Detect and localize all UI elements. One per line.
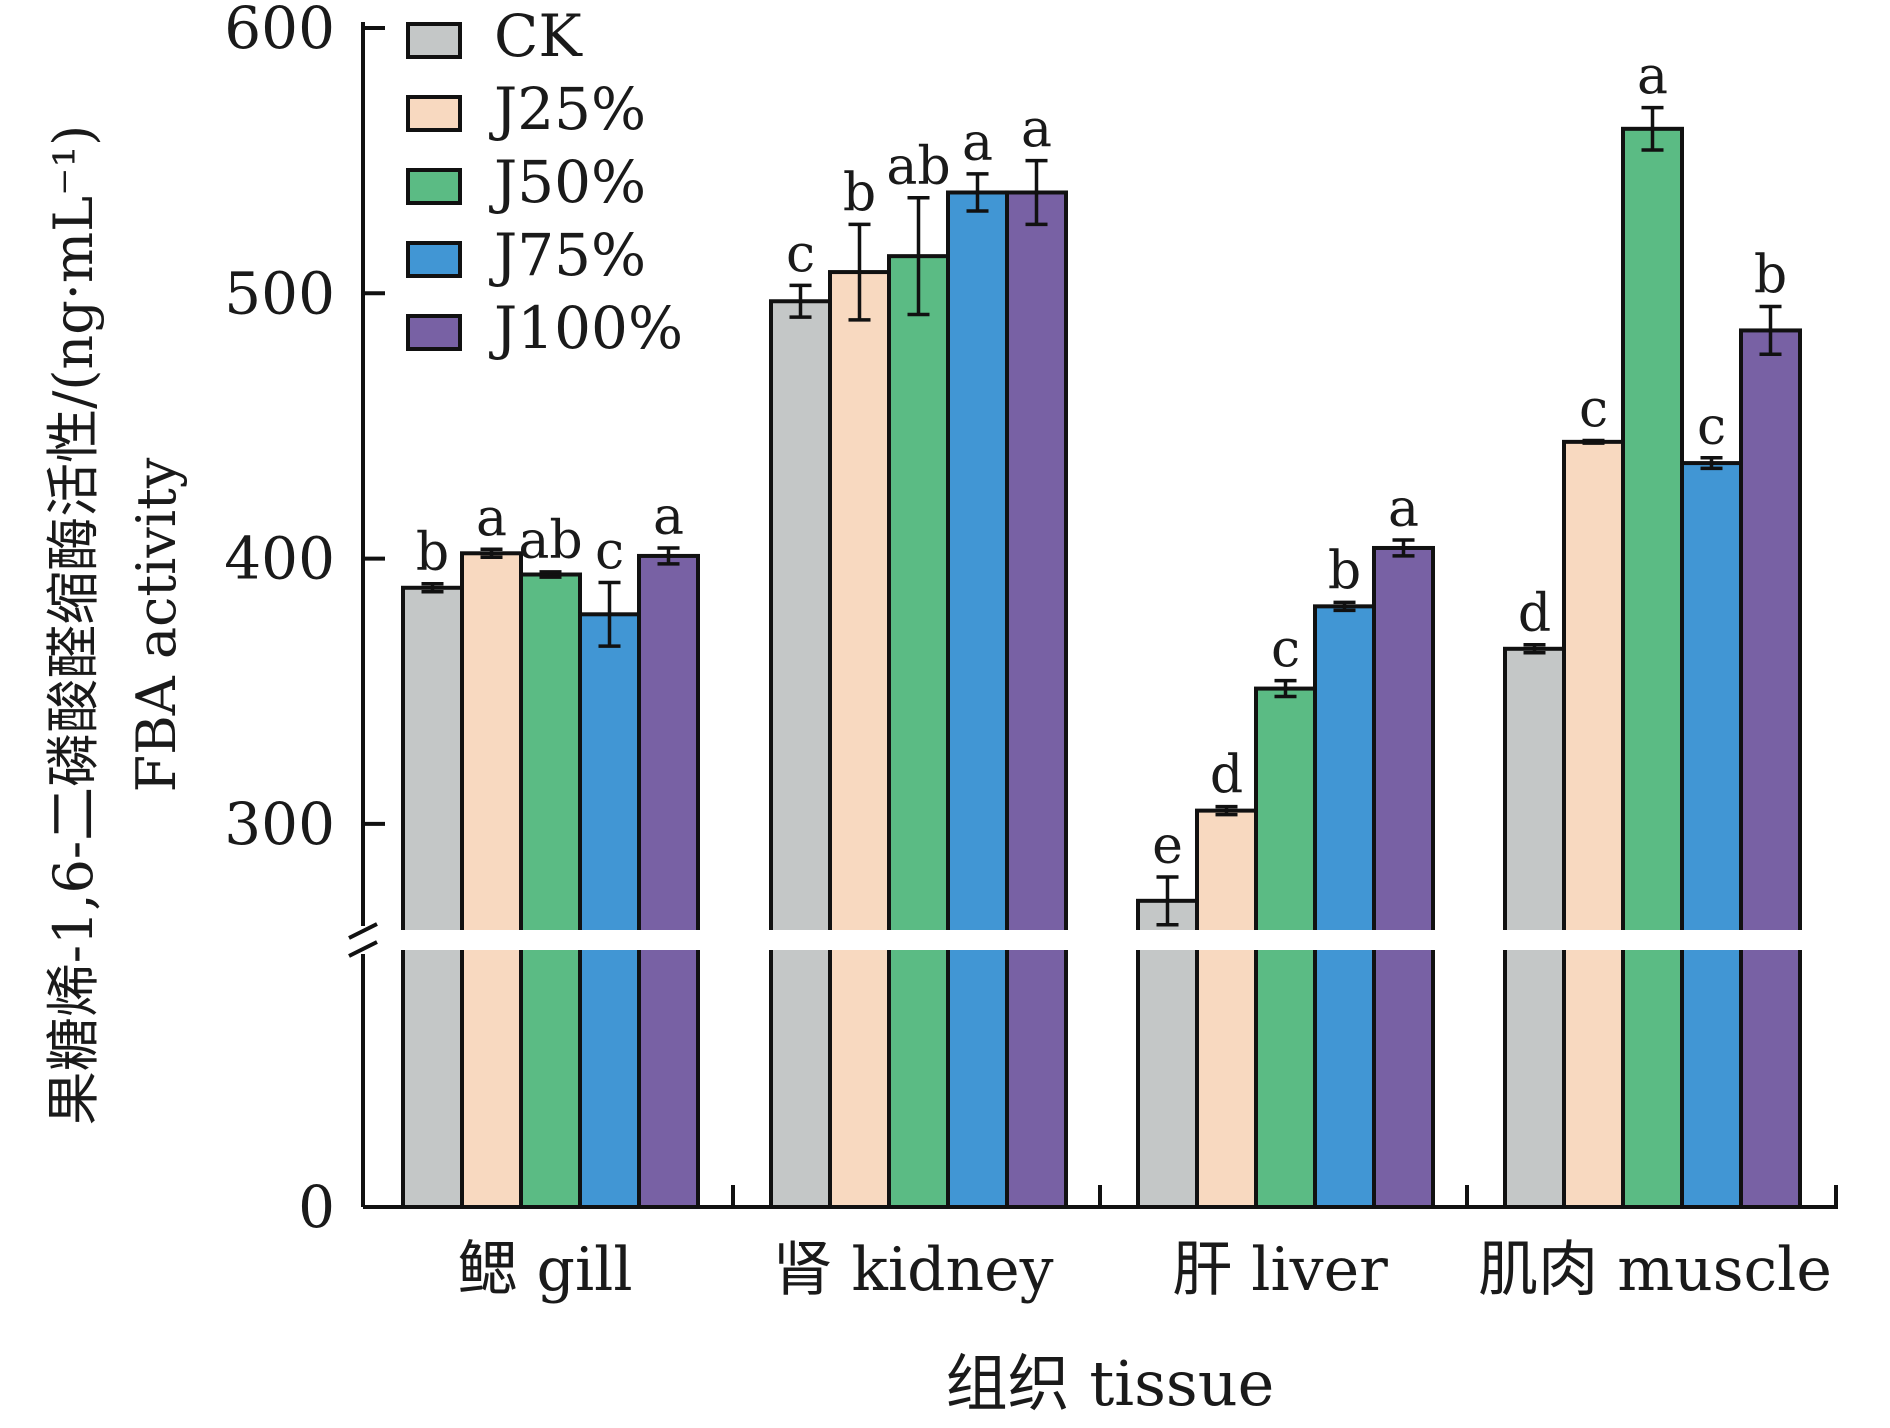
- bar-J100%-2: [1372, 545, 1435, 1209]
- error-bar-J100%-2: [1392, 538, 1415, 558]
- y-tick-label: 0: [298, 1173, 335, 1241]
- significance-letter: a: [653, 487, 684, 547]
- significance-letter: b: [416, 523, 449, 583]
- legend-swatch: [406, 168, 462, 205]
- error-bar-J25%-0: [480, 547, 503, 560]
- legend-item-J75%: J75%: [406, 221, 646, 289]
- bar-J25%-3: [1562, 439, 1625, 1209]
- break-mark-bottom: [348, 940, 378, 958]
- error-bar-CK-3: [1523, 643, 1546, 655]
- error-bar-J75%-1: [966, 172, 989, 213]
- bar-J50%-0: [519, 572, 582, 1209]
- significance-letter: c: [595, 521, 624, 581]
- legend-label: J25%: [489, 75, 646, 143]
- significance-letter: a: [962, 113, 993, 173]
- bar-J25%-0: [460, 551, 523, 1209]
- significance-letter: a: [1388, 479, 1419, 539]
- significance-letter: ab: [518, 511, 582, 571]
- significance-letter: c: [1271, 620, 1300, 680]
- x-tick-label: 肌肉 muscle: [1478, 1235, 1832, 1305]
- x-tick-label: 肝 liver: [1172, 1235, 1388, 1305]
- legend-item-J100%: J100%: [406, 294, 683, 362]
- significance-letter: a: [1637, 47, 1668, 107]
- significance-letter: a: [1021, 100, 1052, 160]
- bar-J50%-1: [887, 254, 950, 1209]
- error-bar-J25%-1: [848, 222, 871, 322]
- legend-item-J50%: J50%: [406, 148, 646, 216]
- error-bar-J100%-0: [657, 546, 680, 566]
- y-tick-label: 600: [224, 0, 335, 62]
- legend-label: J75%: [489, 221, 646, 289]
- x-tick-label: 肾 kidney: [772, 1235, 1053, 1305]
- legend-item-CK: CK: [406, 2, 583, 70]
- significance-letter: c: [1579, 380, 1608, 440]
- legend-swatch: [406, 241, 462, 278]
- significance-letter: e: [1152, 816, 1183, 876]
- significance-letter: b: [843, 163, 876, 223]
- legend-item-J25%: J25%: [406, 75, 646, 143]
- error-bar-J75%-2: [1333, 600, 1356, 613]
- error-bar-J25%-2: [1215, 804, 1238, 817]
- bar-J75%-2: [1313, 604, 1376, 1209]
- bar-J100%-0: [637, 553, 700, 1209]
- error-bar-J50%-0: [539, 570, 562, 579]
- legend-swatch: [406, 314, 462, 351]
- error-bar-J75%-0: [598, 580, 621, 648]
- bar-J75%-0: [578, 612, 641, 1209]
- significance-letter: ab: [886, 137, 950, 197]
- significance-letter: d: [1518, 584, 1551, 644]
- legend-label: J50%: [489, 148, 646, 216]
- y-axis-title: 果糖烯-1,6-二磷酸醛缩酶活性/(ng·mL⁻¹): [42, 125, 105, 1125]
- bar-J75%-1: [946, 190, 1009, 1209]
- error-bars-layer: [421, 105, 1782, 927]
- bar-J25%-1: [828, 270, 891, 1209]
- y-tick-label: 500: [224, 259, 335, 327]
- y-tick-label: 400: [224, 525, 335, 593]
- error-bar-CK-2: [1156, 875, 1179, 927]
- bar-CK-0: [401, 585, 464, 1209]
- error-bar-J50%-1: [907, 196, 930, 317]
- bar-J50%-3: [1621, 126, 1684, 1209]
- error-bar-J100%-1: [1025, 158, 1048, 227]
- bar-CK-3: [1503, 646, 1566, 1209]
- tick-labels-layer: 0 300 400 500 600 鳃 gill 肾 kidney 肝 liver 肌肉 mus…: [224, 0, 1832, 1305]
- break-mark-top: [348, 922, 378, 940]
- axes-layer: [348, 22, 1838, 1209]
- bar-J75%-3: [1680, 461, 1743, 1210]
- x-axis-title: 组织 tissue: [946, 1347, 1275, 1420]
- error-bar-J100%-3: [1759, 304, 1782, 357]
- error-bar-CK-0: [421, 582, 444, 594]
- error-bar-J50%-3: [1641, 105, 1664, 152]
- error-bar-J25%-3: [1582, 438, 1605, 445]
- significance-letter: c: [1697, 397, 1726, 457]
- error-bar-J75%-3: [1700, 456, 1723, 471]
- axis-break-gap: [333, 930, 1848, 950]
- significance-letter: b: [1754, 246, 1787, 306]
- bars-layer: [401, 126, 1802, 1210]
- bar-J25%-2: [1195, 808, 1258, 1210]
- bar-CK-1: [769, 299, 832, 1209]
- error-bar-CK-1: [789, 283, 812, 319]
- significance-letter: b: [1328, 541, 1361, 601]
- bar-J100%-3: [1739, 328, 1802, 1209]
- legend-label: J100%: [489, 294, 683, 362]
- x-tick-label: 鳃 gill: [457, 1235, 632, 1305]
- bar-J100%-1: [1005, 190, 1068, 1209]
- legend-label: CK: [494, 2, 583, 70]
- break-gap: [333, 930, 1848, 950]
- y-tick-label: 300: [224, 790, 335, 858]
- significance-letter: d: [1210, 746, 1243, 806]
- y-axis-subtitle: FBA activity: [125, 457, 188, 792]
- significance-letter: c: [786, 224, 815, 284]
- significance-letter: a: [476, 488, 507, 548]
- error-bar-J50%-2: [1274, 678, 1297, 699]
- legend-swatch: [406, 95, 462, 132]
- legend-swatch: [406, 22, 462, 59]
